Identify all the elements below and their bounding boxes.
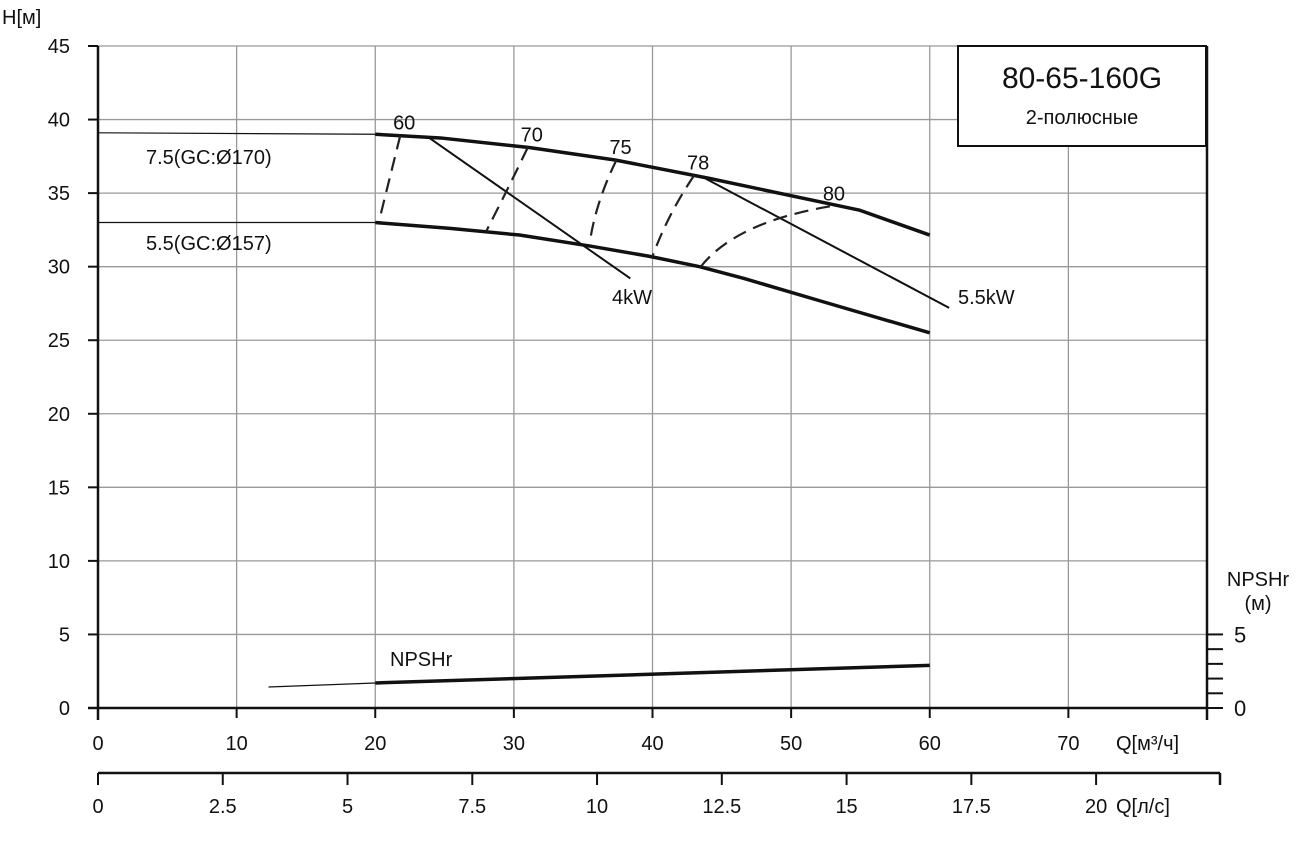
efficiency-label: 60 [393,113,415,135]
curve-7.5(GC:Ø170) [375,132,931,237]
series-label: 5.5(GC:Ø157) [146,233,272,255]
x-tick-label: 40 [641,733,663,755]
x2-tick-label: 17.5 [952,796,991,818]
series-label: NPSHr [390,649,453,671]
grid [98,45,1207,708]
y-tick-label: 25 [48,330,70,352]
x2-tick-label: 20 [1085,796,1107,818]
y-axis-label: H[м] [2,7,41,29]
curve-NPSHr [375,663,930,685]
x2-tick-label: 7.5 [458,796,486,818]
x2-axis-label: Q[л/с] [1116,796,1170,818]
y2-tick-label: 0 [1234,696,1246,721]
x-tick-label: 30 [503,733,525,755]
x-axis-label: Q[м³/ч] [1116,733,1179,755]
y2-axis-label: NPSHr [1227,569,1290,591]
x2-tick-label: 0 [92,796,103,818]
title-box [957,45,1207,147]
efficiency-label: 78 [687,152,709,174]
efficiency-curve-80 [698,205,831,269]
chart-title: 80-65-160G [1002,62,1162,95]
efficiency-curve-70 [485,147,529,232]
chart-subtitle: 2-полюсные [1026,107,1139,129]
x2-tick-label: 10 [586,796,608,818]
efficiency-label: 75 [609,137,631,159]
efficiency-curve-75 [589,159,618,241]
x2-tick-label: 12.5 [702,796,741,818]
x-tick-label: 0 [92,733,103,755]
power-line-4kW [428,137,631,280]
x-tick-label: 60 [919,733,941,755]
x-tick-label: 50 [780,733,802,755]
efficiency-label: 80 [823,183,845,205]
efficiency-label: 70 [521,125,543,147]
x2-tick-label: 5 [342,796,353,818]
y-tick-label: 5 [59,624,70,646]
y2-tick-label: 5 [1234,622,1246,647]
series-label: 7.5(GC:Ø170) [146,147,272,169]
curves [97,132,950,688]
series-label: 4kW [612,287,652,309]
x-tick-label: 70 [1057,733,1079,755]
y-tick-label: 20 [48,404,70,426]
efficiency-curve-78 [651,174,695,257]
y-tick-label: 45 [48,36,70,58]
axes [88,45,1223,785]
power-line-5.5kW [704,177,950,309]
y-tick-label: 30 [48,257,70,279]
y-tick-label: 35 [48,183,70,205]
y-tick-label: 10 [48,551,70,573]
curve-5.5(GC:Ø157) [375,220,931,335]
y-tick-label: 0 [59,698,70,720]
series-label: 5.5kW [958,287,1015,309]
curve-thin-NPSHr [268,682,376,688]
curve-thin-7.5(GC:Ø170) [97,132,376,135]
y-tick-label: 40 [48,110,70,132]
y2-axis-unit: (м) [1244,593,1271,615]
x-tick-label: 20 [364,733,386,755]
x-tick-label: 10 [226,733,248,755]
efficiency-curve-60 [378,135,402,220]
x2-tick-label: 15 [835,796,857,818]
x2-tick-label: 2.5 [209,796,237,818]
y-tick-label: 15 [48,477,70,499]
